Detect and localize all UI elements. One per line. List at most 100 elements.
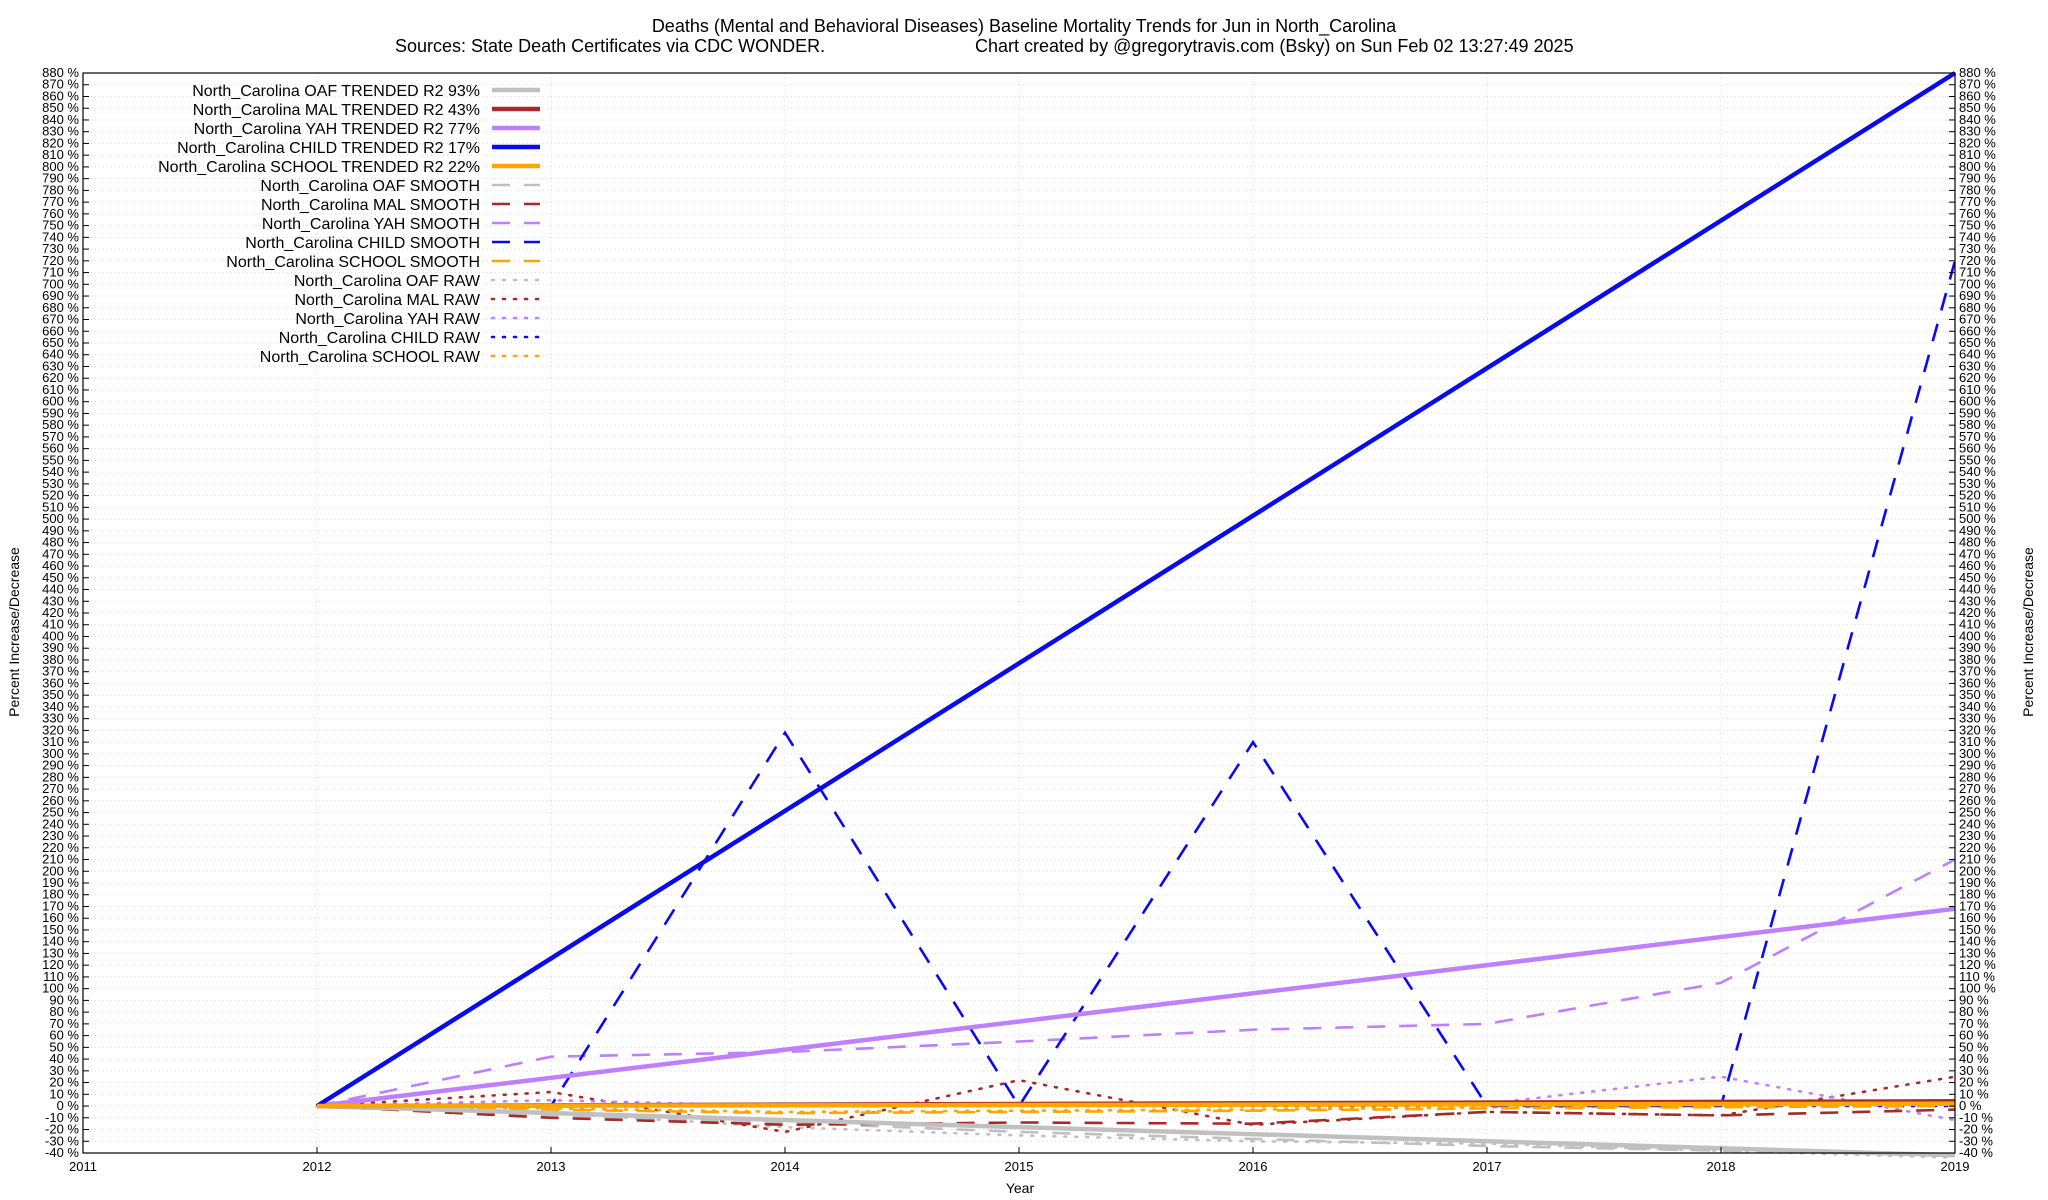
y-tick-label-right: 250 % bbox=[1959, 805, 1996, 820]
y-tick-label-right: 740 % bbox=[1959, 229, 1996, 244]
legend-label-north-carolina-school-raw: North_Carolina SCHOOL RAW bbox=[260, 349, 481, 366]
y-tick-label-left: 800 % bbox=[42, 159, 79, 174]
y-tick-label-left: 620 % bbox=[42, 370, 79, 385]
y-tick-label-right: 580 % bbox=[1959, 417, 1996, 432]
y-tick-label-right: 450 % bbox=[1959, 570, 1996, 585]
y-tick-label-right: 500 % bbox=[1959, 511, 1996, 526]
y-axis-label-right: Percent Increase/Decrease bbox=[2020, 547, 2036, 717]
legend-label-north-carolina-child-raw: North_Carolina CHILD RAW bbox=[279, 330, 481, 347]
y-tick-label-left: 20 % bbox=[49, 1075, 79, 1090]
x-tick-label: 2013 bbox=[537, 1159, 566, 1174]
y-tick-label-left: 570 % bbox=[42, 429, 79, 444]
y-tick-label-right: 10 % bbox=[1959, 1086, 1989, 1101]
y-tick-label-right: 300 % bbox=[1959, 746, 1996, 761]
y-tick-label-left: 220 % bbox=[42, 840, 79, 855]
y-tick-label-right: 710 % bbox=[1959, 265, 1996, 280]
y-tick-label-left: 750 % bbox=[42, 218, 79, 233]
y-tick-label-right: 200 % bbox=[1959, 863, 1996, 878]
y-tick-label-left: 170 % bbox=[42, 898, 79, 913]
y-tick-label-right: 350 % bbox=[1959, 687, 1996, 702]
y-tick-label-left: 720 % bbox=[42, 253, 79, 268]
y-tick-label-right: 380 % bbox=[1959, 652, 1996, 667]
y-tick-label-right: 880 % bbox=[1959, 65, 1996, 80]
y-tick-label-left: -40 % bbox=[45, 1145, 79, 1160]
y-tick-label-right: 800 % bbox=[1959, 159, 1996, 174]
y-tick-label-right: 600 % bbox=[1959, 394, 1996, 409]
y-tick-label-left: 530 % bbox=[42, 476, 79, 491]
y-tick-label-right: 700 % bbox=[1959, 276, 1996, 291]
y-tick-label-left: 30 % bbox=[49, 1063, 79, 1078]
y-tick-label-right: 410 % bbox=[1959, 617, 1996, 632]
y-tick-label-right: 860 % bbox=[1959, 88, 1996, 103]
y-tick-label-right: 750 % bbox=[1959, 218, 1996, 233]
y-tick-label-right: -20 % bbox=[1959, 1122, 1993, 1137]
y-tick-label-left: 290 % bbox=[42, 758, 79, 773]
series-line-north-carolina-yah-trended-r2-77 bbox=[316, 906, 1956, 1109]
y-tick-label-left: 510 % bbox=[42, 499, 79, 514]
y-tick-label-left: 120 % bbox=[42, 957, 79, 972]
y-tick-label-right: 60 % bbox=[1959, 1028, 1989, 1043]
y-tick-label-left: 820 % bbox=[42, 135, 79, 150]
y-tick-label-left: 280 % bbox=[42, 769, 79, 784]
y-tick-label-right: 440 % bbox=[1959, 582, 1996, 597]
y-tick-label-right: 470 % bbox=[1959, 546, 1996, 561]
y-tick-label-left: 90 % bbox=[49, 992, 79, 1007]
y-tick-label-right: 0 % bbox=[1959, 1098, 1982, 1113]
y-tick-label-right: 670 % bbox=[1959, 312, 1996, 327]
y-tick-label-left: 370 % bbox=[42, 664, 79, 679]
y-tick-label-left: 60 % bbox=[49, 1028, 79, 1043]
y-tick-label-left: 830 % bbox=[42, 124, 79, 139]
y-tick-label-left: 450 % bbox=[42, 570, 79, 585]
series-line-north-carolina-school-trended-r2-22 bbox=[316, 1101, 1956, 1109]
y-tick-label-left: 310 % bbox=[42, 734, 79, 749]
y-tick-label-left: 790 % bbox=[42, 171, 79, 186]
y-tick-label-right: 830 % bbox=[1959, 124, 1996, 139]
y-tick-label-right: 490 % bbox=[1959, 523, 1996, 538]
grid-lines bbox=[82, 72, 1956, 1154]
y-tick-label-left: 590 % bbox=[42, 405, 79, 420]
y-tick-label-right: 220 % bbox=[1959, 840, 1996, 855]
series-line-north-carolina-mal-smooth bbox=[316, 1104, 1956, 1127]
y-tick-label-left: 80 % bbox=[49, 1004, 79, 1019]
y-tick-label-left: 210 % bbox=[42, 852, 79, 867]
y-tick-label-right: 210 % bbox=[1959, 852, 1996, 867]
axis-layer: -40 % -40 %-30 % -30 %-20 % -20 %-10 % -10 %… bbox=[42, 65, 1996, 1174]
y-tick-label-right: 590 % bbox=[1959, 405, 1996, 420]
y-tick-label-right: 870 % bbox=[1959, 77, 1996, 92]
x-tick-label: 2012 bbox=[303, 1159, 332, 1174]
y-tick-label-right: 80 % bbox=[1959, 1004, 1989, 1019]
y-tick-label-right: -40 % bbox=[1959, 1145, 1993, 1160]
y-tick-label-left: 680 % bbox=[42, 300, 79, 315]
y-tick-label-left: 710 % bbox=[42, 265, 79, 280]
chart-subtitle-credit: Chart created by @gregorytravis.com (Bsk… bbox=[975, 36, 1574, 56]
y-tick-label-left: 130 % bbox=[42, 945, 79, 960]
y-tick-label-right: 520 % bbox=[1959, 488, 1996, 503]
legend-label-north-carolina-child-trended-r2-17: North_Carolina CHILD TRENDED R2 17% bbox=[177, 140, 480, 157]
x-axis-label: Year bbox=[1006, 1180, 1035, 1196]
y-tick-label-left: 150 % bbox=[42, 922, 79, 937]
series-line-north-carolina-child-trended-r2-17 bbox=[315, 71, 1957, 1108]
y-tick-label-right: 40 % bbox=[1959, 1051, 1989, 1066]
y-tick-label-left: 350 % bbox=[42, 687, 79, 702]
y-tick-label-left: 600 % bbox=[42, 394, 79, 409]
y-tick-label-left: 110 % bbox=[43, 969, 79, 984]
y-tick-label-right: 160 % bbox=[1959, 910, 1996, 925]
legend-label-north-carolina-yah-trended-r2-77: North_Carolina YAH TRENDED R2 77% bbox=[194, 121, 480, 138]
series-layer bbox=[315, 71, 1957, 1159]
y-tick-label-left: 440 % bbox=[42, 582, 79, 597]
y-tick-label-right: 90 % bbox=[1959, 992, 1989, 1007]
y-tick-label-right: 850 % bbox=[1959, 100, 1996, 115]
y-tick-label-left: 410 % bbox=[42, 617, 79, 632]
y-tick-label-right: 240 % bbox=[1959, 816, 1996, 831]
y-tick-label-right: 30 % bbox=[1959, 1063, 1989, 1078]
y-tick-label-left: 650 % bbox=[42, 335, 79, 350]
y-tick-label-left: 330 % bbox=[42, 711, 79, 726]
y-tick-label-right: 320 % bbox=[1959, 722, 1996, 737]
x-tick-label: 2018 bbox=[1707, 1159, 1736, 1174]
y-tick-label-right: 370 % bbox=[1959, 664, 1996, 679]
y-tick-label-right: 840 % bbox=[1959, 112, 1996, 127]
y-tick-label-left: 810 % bbox=[42, 147, 79, 162]
chart-title: Deaths (Mental and Behavioral Diseases) … bbox=[652, 16, 1397, 37]
y-tick-label-left: 560 % bbox=[42, 441, 79, 456]
y-tick-label-right: 170 % bbox=[1959, 898, 1996, 913]
